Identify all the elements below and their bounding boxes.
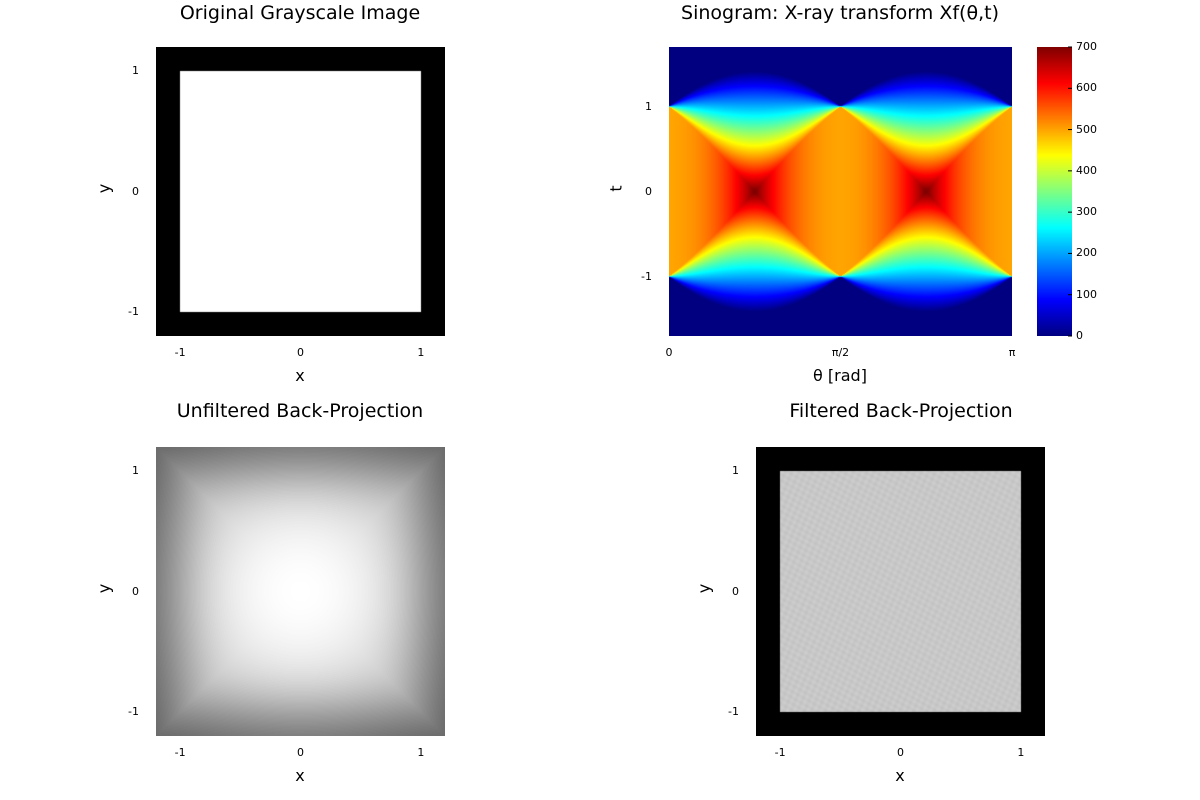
- y-tick-label: 1: [645, 99, 652, 113]
- image-canvas: [156, 447, 445, 736]
- chart-title: Filtered Back-Projection: [789, 400, 1013, 422]
- y-tick-label: 0: [645, 184, 652, 198]
- x-axis-label: x: [295, 366, 305, 385]
- colorbar: [1037, 47, 1072, 336]
- x-axis-label: x: [895, 766, 905, 785]
- colorbar-tick-label: 400: [1076, 163, 1097, 177]
- x-tick-label: -1: [174, 346, 186, 359]
- image-canvas: [756, 447, 1045, 736]
- sinogram-canvas: [669, 47, 1012, 336]
- colorbar-canvas: [1037, 47, 1072, 336]
- y-tick-label: 1: [132, 464, 139, 478]
- colorbar-tick-label: 600: [1076, 81, 1097, 95]
- y-tick-label: 0: [132, 584, 139, 598]
- chart-title: Sinogram: X-ray transform Xf(θ,t): [681, 2, 999, 24]
- colorbar-tick-label: 100: [1076, 287, 1097, 301]
- x-axis-label: θ [rad]: [813, 366, 867, 385]
- x-tick-label: 0: [897, 746, 904, 759]
- x-tick-label: 0: [665, 346, 673, 359]
- y-tick-label: 0: [732, 584, 739, 598]
- x-tick-label: 1: [417, 746, 425, 759]
- y-tick-label: 1: [132, 64, 139, 78]
- x-tick-label: 1: [1017, 746, 1025, 759]
- plot-area: [669, 47, 1012, 336]
- chart-title: Original Grayscale Image: [179, 2, 421, 24]
- y-tick-label: 0: [132, 184, 139, 198]
- y-tick-label: -1: [128, 704, 139, 718]
- x-axis-label: x: [295, 766, 305, 785]
- colorbar-tick-label: 500: [1076, 122, 1097, 136]
- x-tick-label: 1: [417, 346, 425, 359]
- colorbar-tick-label: 0: [1076, 329, 1083, 342]
- plot-area: [156, 47, 445, 336]
- y-tick-label: -1: [728, 704, 739, 718]
- x-tick-label: -1: [174, 746, 186, 759]
- plot-area: [756, 447, 1045, 736]
- x-tick-label: -1: [774, 746, 786, 759]
- x-tick-label: 0: [297, 346, 304, 359]
- colorbar-tick-label: 200: [1076, 246, 1097, 260]
- y-tick-label: -1: [641, 269, 652, 283]
- chart-title: Unfiltered Back-Projection: [176, 400, 424, 422]
- y-tick-label: -1: [128, 304, 139, 318]
- x-tick-label: π: [1008, 346, 1016, 359]
- plot-area: [156, 447, 445, 736]
- image-canvas: [156, 47, 445, 336]
- y-tick-label: 1: [732, 464, 739, 478]
- colorbar-tick-label: 300: [1076, 205, 1097, 219]
- x-tick-label: 0: [297, 746, 304, 759]
- colorbar-tick-label: 700: [1076, 40, 1097, 53]
- x-tick-label: π/2: [831, 346, 850, 359]
